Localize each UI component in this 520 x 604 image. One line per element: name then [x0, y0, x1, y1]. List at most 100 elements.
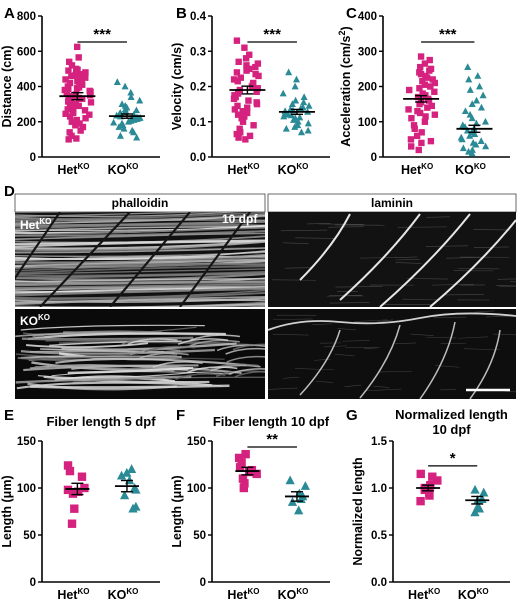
data-point-het — [421, 60, 429, 67]
data-point-het — [405, 106, 412, 113]
data-point-ko — [477, 103, 485, 111]
data-point-ko — [479, 487, 489, 497]
data-point-het — [73, 487, 83, 496]
significance-stars: *** — [439, 26, 457, 43]
data-point-het — [415, 146, 422, 154]
data-point-het — [244, 104, 251, 111]
chart-normalized-length: 0.0 0.5 1.0 1.5 Normalized length Normalized … — [351, 407, 510, 602]
data-point-ko — [121, 82, 129, 90]
data-point-ko — [468, 114, 476, 122]
data-point-ko — [459, 144, 467, 152]
data-point-het — [417, 53, 425, 60]
data-point-het — [421, 81, 429, 88]
data-point-ko — [465, 75, 473, 83]
data-point-het — [253, 88, 260, 95]
data-point-het — [75, 94, 83, 102]
panel-letter-b: B — [176, 5, 187, 22]
data-point-het — [68, 489, 78, 498]
data-point-het — [255, 72, 262, 80]
data-point-ko — [285, 475, 295, 485]
data-point-het — [252, 63, 259, 71]
data-point-het — [68, 62, 76, 69]
data-point-ko — [127, 88, 135, 96]
data-point-het — [244, 467, 254, 477]
y-tick-label: 200 — [358, 82, 377, 94]
data-point-ko — [288, 100, 296, 108]
category-sup: KO — [126, 587, 138, 596]
data-point-het — [243, 67, 250, 74]
chart-fiber-length-10dpf: 0 50 100 150 Length (μm) Fiber length 10 dpf H… — [170, 414, 330, 602]
y-tick-label: 0 — [371, 152, 377, 164]
data-point-het — [421, 118, 429, 125]
data-point-het — [419, 78, 426, 85]
y-axis-label: Normalized length — [351, 457, 365, 565]
y-tick-label: 150 — [187, 436, 206, 448]
data-point-ko — [126, 464, 137, 473]
data-point-het — [87, 88, 94, 95]
significance-stars: ** — [266, 431, 278, 448]
y-tick-label: 0.4 — [190, 11, 207, 23]
y-axis-label-text: Acceleration (cm/s — [339, 35, 353, 146]
data-point-het — [63, 485, 73, 495]
data-point-ko — [468, 146, 476, 153]
chart-title: Normalized length — [395, 407, 508, 422]
data-point-ko — [290, 116, 298, 123]
category-text: KO — [278, 588, 297, 602]
data-point-het — [252, 469, 261, 479]
y-tick-label: 50 — [193, 530, 206, 542]
data-point-het — [418, 129, 425, 136]
microscopy-panel: phalloidin laminin HetKO 10 dpf KOKO — [14, 193, 517, 399]
data-point-het — [75, 102, 82, 110]
data-point-het — [237, 458, 246, 467]
y-tick-label: 0.1 — [190, 117, 207, 129]
data-point-ko — [297, 128, 306, 136]
data-point-het — [82, 69, 89, 76]
data-point-ko — [304, 126, 312, 134]
data-point-het — [235, 58, 242, 66]
data-point-het — [243, 109, 251, 117]
data-point-het — [68, 118, 75, 125]
category-sup: KO — [247, 587, 259, 596]
data-point-het — [70, 109, 77, 117]
label-ko-ko-image: KOKO — [20, 313, 50, 328]
data-point-het — [231, 106, 239, 113]
y-tick-label: 0.5 — [371, 530, 388, 542]
category-sup: KO — [126, 162, 138, 171]
data-point-ko — [113, 78, 121, 85]
data-point-het — [230, 95, 238, 103]
data-point-het — [431, 88, 438, 95]
data-point-ko — [474, 503, 485, 513]
y-tick-label: 300 — [358, 46, 377, 58]
chart-title: Fiber length 10 dpf — [213, 414, 330, 429]
data-point-het — [69, 104, 76, 111]
data-point-ko — [279, 89, 287, 97]
laminin-het-boundaries — [272, 213, 516, 307]
data-point-het — [72, 122, 79, 129]
significance-stars: *** — [93, 26, 111, 43]
data-point-het — [76, 120, 83, 127]
data-point-het — [82, 74, 89, 81]
data-point-ko — [477, 137, 485, 145]
x-category-label: KOKO — [458, 587, 489, 602]
data-point-het — [80, 483, 89, 493]
label-het: Het — [20, 218, 39, 232]
y-axis-label-text: Length (μm) — [0, 475, 14, 547]
data-point-ko — [291, 123, 299, 130]
label-het-ko-image: HetKO — [20, 217, 51, 232]
x-category-label: HetKO — [227, 162, 259, 177]
data-point-het — [426, 67, 433, 74]
data-point-het — [65, 136, 72, 143]
panel-letter-f: F — [176, 407, 185, 424]
data-point-het — [245, 97, 252, 104]
data-point-ko — [291, 82, 299, 90]
data-point-het — [408, 143, 415, 150]
y-tick-label: 200 — [17, 117, 36, 129]
significance-stars: *** — [263, 26, 281, 43]
data-point-ko — [468, 100, 476, 108]
data-point-het — [86, 111, 93, 118]
category-sup: KO — [477, 587, 489, 596]
data-point-het — [417, 63, 424, 71]
data-point-het — [422, 113, 429, 120]
data-point-het — [234, 102, 241, 110]
